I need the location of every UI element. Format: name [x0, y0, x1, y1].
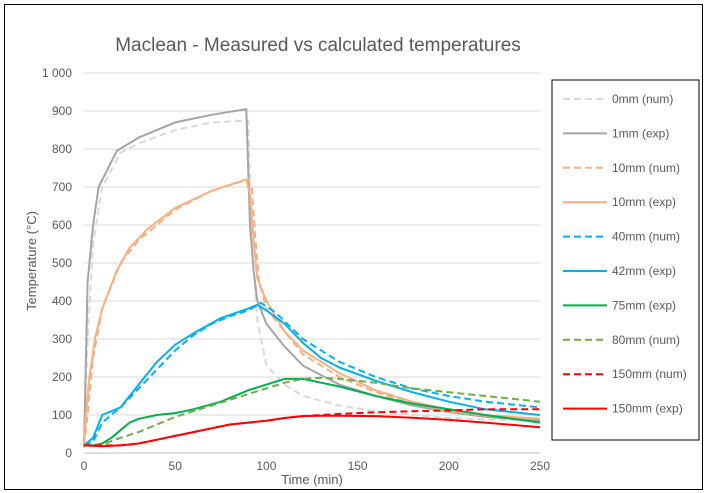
y-axis-title: Temperature (°C): [24, 211, 39, 311]
chart-title: Maclean - Measured vs calculated tempera…: [115, 35, 521, 56]
legend-label: 150mm (exp): [612, 402, 683, 416]
y-tick-label: 900: [52, 104, 72, 118]
legend-label: 42mm (exp): [612, 264, 676, 278]
legend-label: 0mm (num): [612, 92, 673, 106]
series-line-10: [83, 414, 541, 448]
y-tick-label: 0: [65, 446, 72, 460]
x-axis-title: Time (min): [281, 472, 343, 487]
x-tick-label: 150: [348, 459, 368, 473]
legend-box: [551, 79, 700, 441]
y-tick-label: 600: [52, 218, 72, 232]
x-tick-label: 0: [81, 459, 88, 473]
y-tick-label: 1 000: [42, 66, 72, 80]
x-tick-label: 200: [439, 459, 459, 473]
x-axis-ticks: 0 50 100 150 200 250: [81, 459, 551, 473]
legend: 0mm (num) 1mm (exp) 10mm (num) 10mm (exp) 40…: [551, 79, 700, 441]
x-tick-label: 250: [530, 459, 550, 473]
legend-label: 150mm (num): [612, 367, 687, 381]
legend-label: 1mm (exp): [612, 126, 669, 140]
series-line-1: [83, 119, 541, 446]
series-line-5: [83, 301, 541, 447]
y-tick-label: 300: [52, 332, 72, 346]
legend-label: 10mm (exp): [612, 195, 676, 209]
legend-label: 80mm (num): [612, 333, 680, 347]
y-tick-label: 400: [52, 294, 72, 308]
y-tick-label: 100: [52, 408, 72, 422]
y-tick-label: 500: [52, 256, 72, 270]
plot-series: [83, 108, 541, 448]
gridlines: [84, 72, 540, 416]
series-line-8: [83, 376, 541, 447]
y-axis-ticks: 0 100 200 300 400 500 600 700 800 900 1 000: [42, 66, 72, 460]
legend-items: 0mm (num) 1mm (exp) 10mm (num) 10mm (exp) 40…: [563, 92, 687, 416]
x-tick-label: 100: [256, 459, 276, 473]
x-tick-label: 50: [169, 459, 183, 473]
series-line-4: [83, 178, 541, 446]
legend-label: 40mm (num): [612, 230, 680, 244]
legend-label: 10mm (num): [612, 161, 680, 175]
series-line-7: [84, 377, 541, 447]
y-tick-label: 700: [52, 180, 72, 194]
y-tick-label: 800: [52, 142, 72, 156]
legend-label: 75mm (exp): [612, 298, 676, 312]
y-tick-label: 200: [52, 370, 72, 384]
series-line-2: [83, 108, 541, 448]
